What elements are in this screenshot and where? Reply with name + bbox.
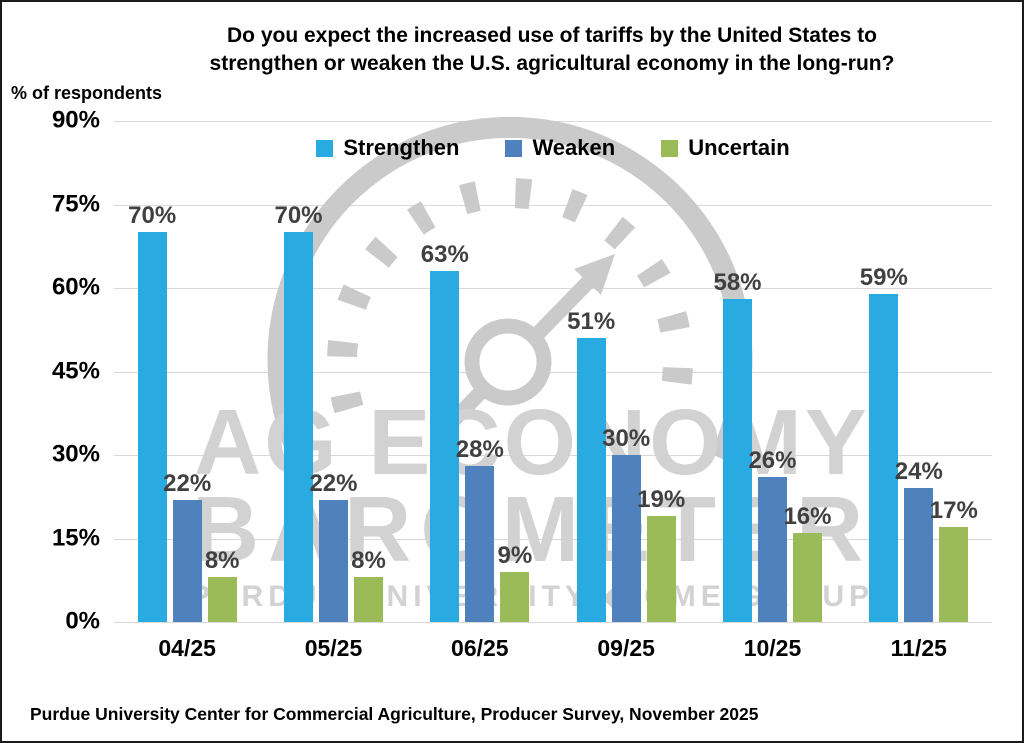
- legend-item-uncertain: Uncertain: [661, 135, 790, 161]
- bar-group-11/25: 59% 24% 17%: [846, 121, 992, 622]
- xtick-label: 05/25: [304, 635, 363, 661]
- plot-area: 70% 22% 8% 70% 22% 8% 63% 28% 9% 51% 30% 19% 58% 26% 1…: [114, 121, 992, 623]
- ytick-label: 75%: [51, 189, 100, 217]
- bars-layer: 70% 22% 8% 70% 22% 8% 63% 28% 9% 51% 30% 19% 58% 26% 1…: [114, 121, 992, 622]
- value-label: 22%: [163, 469, 212, 497]
- bar-weaken: [318, 499, 348, 622]
- bar-uncertain: [646, 516, 676, 622]
- footer-source-line: Purdue University Center for Commercial …: [30, 704, 759, 724]
- chart-title: Do you expect the increased use of tarif…: [209, 24, 895, 75]
- legend-label: Uncertain: [688, 135, 790, 160]
- bar-uncertain: [353, 577, 383, 622]
- legend-swatch-strengthen: [316, 139, 334, 157]
- legend-swatch-weaken: [505, 139, 523, 157]
- value-label: 28%: [455, 436, 504, 464]
- bar-strengthen: [869, 293, 899, 622]
- y-axis-label: % of respondents: [11, 83, 163, 103]
- value-label: 8%: [351, 547, 386, 575]
- bar-uncertain: [500, 571, 530, 622]
- bar-weaken: [757, 477, 787, 622]
- y-axis-ticks: 90% 75% 60% 45% 30% 15% 0%: [2, 106, 100, 634]
- gridline: [114, 538, 992, 540]
- value-label: 70%: [128, 202, 177, 230]
- bar-group-04/25: 70% 22% 8%: [114, 121, 260, 622]
- value-label: 58%: [713, 269, 762, 297]
- ytick-label: 60%: [51, 273, 100, 301]
- value-label: 70%: [274, 202, 323, 230]
- xtick-label: 10/25: [743, 635, 802, 661]
- bar-uncertain: [939, 527, 969, 622]
- xtick-label: 11/25: [890, 635, 947, 661]
- value-label: 51%: [567, 308, 616, 336]
- bar-weaken: [172, 499, 202, 622]
- value-label: 17%: [929, 497, 978, 525]
- bar-weaken: [465, 466, 495, 622]
- legend-item-weaken: Weaken: [505, 135, 615, 161]
- xtick-label: 09/25: [597, 635, 655, 661]
- bar-strengthen: [283, 232, 313, 622]
- bar-group-05/25: 70% 22% 8%: [260, 121, 406, 622]
- xtick-label: 04/25: [158, 635, 216, 661]
- xtick-label: 06/25: [451, 635, 509, 661]
- ytick-label: 15%: [51, 523, 100, 551]
- value-label: 8%: [204, 547, 240, 575]
- value-label: 30%: [602, 425, 651, 452]
- ytick-label: 45%: [51, 356, 100, 384]
- bar-strengthen: [576, 338, 606, 622]
- value-label: 9%: [497, 541, 533, 569]
- legend-label: Strengthen: [343, 135, 460, 160]
- value-label: 22%: [309, 469, 358, 497]
- gridline: [114, 622, 992, 623]
- value-label: 24%: [894, 458, 943, 486]
- bar-group-10/25: 58% 26% 16%: [699, 121, 845, 622]
- legend-swatch-uncertain: [661, 139, 679, 157]
- value-label: 16%: [783, 502, 832, 530]
- legend: Strengthen Weaken Uncertain: [114, 135, 992, 161]
- ytick-label: 0%: [65, 607, 100, 635]
- value-label: 63%: [420, 241, 469, 269]
- ytick-label: 90%: [51, 106, 100, 134]
- bar-uncertain: [207, 577, 237, 622]
- value-label: 19%: [637, 486, 686, 514]
- value-label: 59%: [859, 263, 908, 291]
- value-label: 26%: [748, 447, 797, 475]
- ytick-label: 30%: [51, 440, 100, 468]
- bar-strengthen: [137, 232, 167, 622]
- bar-group-09/25: 51% 30% 19%: [553, 121, 699, 622]
- legend-item-strengthen: Strengthen: [316, 135, 459, 161]
- bar-weaken: [904, 488, 934, 622]
- legend-label: Weaken: [532, 135, 616, 160]
- bar-uncertain: [792, 532, 822, 622]
- x-axis-ticks: 04/25 05/25 06/25 09/25 10/25 11/25: [114, 635, 992, 665]
- bar-group-06/25: 63% 28% 9%: [407, 121, 553, 622]
- bar-weaken: [611, 455, 641, 622]
